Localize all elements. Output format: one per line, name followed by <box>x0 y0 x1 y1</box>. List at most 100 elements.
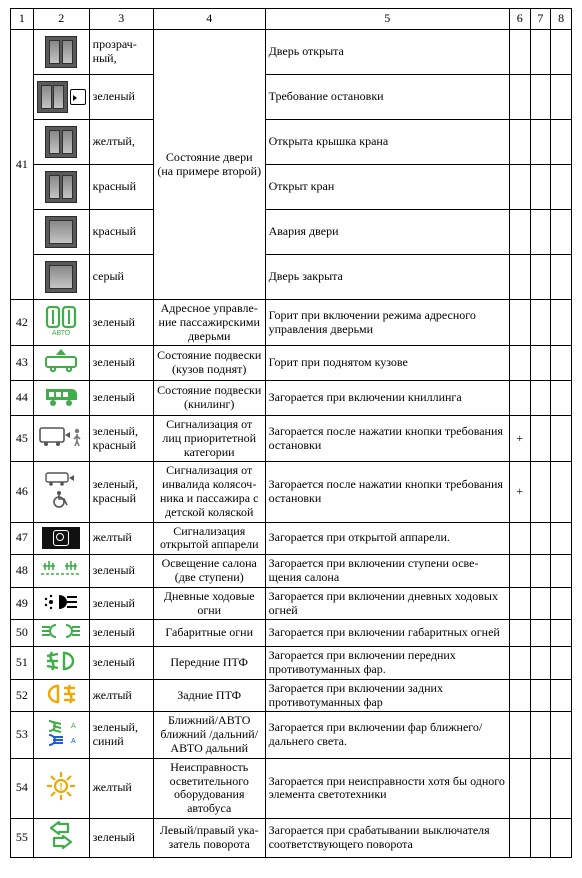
icon-cell <box>33 346 89 381</box>
mark-cell <box>509 758 530 818</box>
col-3: 3 <box>89 9 153 30</box>
mark-cell <box>509 120 530 165</box>
icon-cell <box>33 415 89 461</box>
description-cell: Загорается при включении книллинга <box>265 381 509 416</box>
table-row: 51 зеленыйПередние ПТФЗагорается при вкл… <box>11 647 572 680</box>
mark-cell <box>530 210 551 255</box>
turn-lr-icon <box>48 821 74 851</box>
color-cell: зеленый, синий <box>89 712 153 758</box>
row-number: 44 <box>11 381 34 416</box>
mark-cell <box>530 712 551 758</box>
state-cell: Задние ПТФ <box>153 679 265 712</box>
door-icon-cell <box>33 120 89 165</box>
color-cell: зеленый <box>89 75 153 120</box>
icon-cell <box>33 462 89 522</box>
description-cell: Загорается при срабатывании выключателя … <box>265 818 509 857</box>
color-cell: желтый, <box>89 120 153 165</box>
row-number: 50 <box>11 620 34 647</box>
table-row: 43 зеленыйСостояние подвес­ки (кузов под… <box>11 346 572 381</box>
row-number: 51 <box>11 647 34 680</box>
description-cell: Загорается при включении габаритных огне… <box>265 620 509 647</box>
mark-cell <box>509 679 530 712</box>
table-row: 47 желтыйСигнализация открытой аппарелиЗа… <box>11 522 572 555</box>
icon-cell <box>33 522 89 555</box>
icon-cell <box>33 818 89 857</box>
bus-stop-mini-icon <box>70 89 86 105</box>
mark-cell <box>509 620 530 647</box>
mark-cell <box>509 255 530 300</box>
row-number: 43 <box>11 346 34 381</box>
mark-cell <box>509 30 530 75</box>
col-5: 5 <box>265 9 509 30</box>
mark-cell <box>530 647 551 680</box>
table-row: 49 зеленыйДневные ходовые огниЗагорается… <box>11 587 572 620</box>
description-cell: Требование остановки <box>265 75 509 120</box>
table-row: 41прозрач­ный,Состояние двери (на пример… <box>11 30 572 75</box>
door-icon <box>45 261 77 293</box>
mark-cell <box>509 300 530 346</box>
row-number: 42 <box>11 300 34 346</box>
door-icon-cell <box>33 75 89 120</box>
icon-cell <box>33 679 89 712</box>
color-cell: зеленый <box>89 818 153 857</box>
state-cell: Сигнализация от инвалида колясоч­ника и … <box>153 462 265 522</box>
mark-cell <box>551 255 572 300</box>
color-cell: желтый <box>89 522 153 555</box>
mark-cell <box>551 818 572 857</box>
mark-cell <box>509 210 530 255</box>
mark-cell <box>530 255 551 300</box>
color-cell: зеленый <box>89 647 153 680</box>
color-cell: серый <box>89 255 153 300</box>
description-cell: Открыт кран <box>265 165 509 210</box>
color-cell: зеленый <box>89 300 153 346</box>
state-cell: Сигнализация открытой аппарели <box>153 522 265 555</box>
mark-cell <box>530 415 551 461</box>
mark-cell <box>530 555 551 588</box>
mark-cell <box>551 712 572 758</box>
mark-cell <box>551 555 572 588</box>
state-cell: Габаритные огни <box>153 620 265 647</box>
svg-text:!: ! <box>60 782 63 793</box>
mark-cell <box>509 712 530 758</box>
table-row: 55 зеленыйЛевый/правый ука­затель поворо… <box>11 818 572 857</box>
table-row: 48 зеленыйОсвещение салона (две ступени)… <box>11 555 572 588</box>
state-cell: Дневные ходовые огни <box>153 587 265 620</box>
description-cell: Загорается после нажатии кнопки требо­ва… <box>265 462 509 522</box>
color-cell: зеленый, красный <box>89 462 153 522</box>
color-cell: зеленый <box>89 381 153 416</box>
steps-icon <box>41 560 81 578</box>
mark-cell <box>530 818 551 857</box>
state-cell: Неисправность осветительного оборудовани… <box>153 758 265 818</box>
table-row: зеленый Требование остановки <box>11 75 572 120</box>
color-cell: желтый <box>89 679 153 712</box>
description-cell: Загорается после нажатии кнопки требо­ва… <box>265 415 509 461</box>
state-cell: Состояние двери (на примере вто­рой) <box>153 30 265 300</box>
mark-cell <box>530 620 551 647</box>
mark-cell <box>530 587 551 620</box>
state-cell: Адресное управле­ние пассажирскими дверь… <box>153 300 265 346</box>
row-number: 49 <box>11 587 34 620</box>
svg-text:A: A <box>71 738 76 745</box>
mark-cell <box>551 346 572 381</box>
row-number: 55 <box>11 818 34 857</box>
bus-kneel-icon <box>41 383 81 409</box>
color-cell: прозрач­ный, <box>89 30 153 75</box>
row-number: 47 <box>11 522 34 555</box>
bus-priority-icon <box>39 425 83 449</box>
mark-cell <box>509 555 530 588</box>
table-header-row: 1 2 3 4 5 6 7 8 <box>11 9 572 30</box>
mark-cell <box>551 647 572 680</box>
table-row: серыйДверь закрыта <box>11 255 572 300</box>
mark-cell <box>530 75 551 120</box>
description-cell: Загорается при открытой аппарели. <box>265 522 509 555</box>
icon-cell: A A <box>33 712 89 758</box>
mark-cell <box>530 346 551 381</box>
table-row: 50 зеленыйГабаритные огниЗагорается при … <box>11 620 572 647</box>
door-icon <box>45 171 77 203</box>
bus-up-icon <box>41 348 81 374</box>
color-cell: зеленый <box>89 346 153 381</box>
mark-cell: + <box>509 462 530 522</box>
park-lights-icon <box>40 622 82 640</box>
indicator-table: 1 2 3 4 5 6 7 8 41прозрач­ный,Состояние … <box>10 8 572 858</box>
svg-text:АВТО: АВТО <box>52 330 71 336</box>
